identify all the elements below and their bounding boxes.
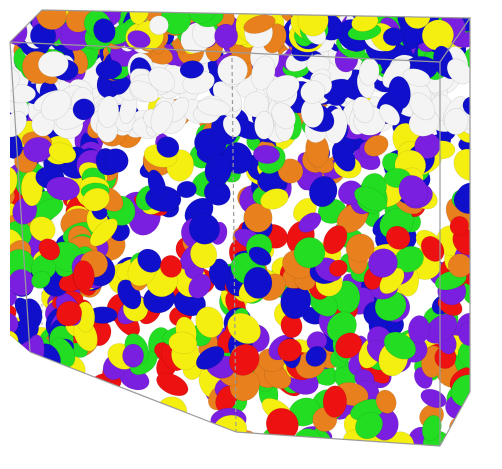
- particle: [188, 273, 212, 299]
- particle: [156, 372, 189, 397]
- particle: [188, 213, 221, 245]
- particle: [293, 237, 326, 269]
- particle: [382, 27, 405, 47]
- particle: [305, 345, 327, 367]
- particle: [159, 255, 183, 278]
- particle: [450, 374, 470, 408]
- particle: [355, 411, 383, 440]
- particle: [195, 306, 224, 338]
- particle: [73, 260, 95, 292]
- particle: [264, 365, 292, 389]
- particle: [458, 321, 470, 347]
- particle: [323, 225, 348, 255]
- particle: [243, 266, 273, 299]
- particle: [449, 216, 469, 236]
- particle: [137, 248, 162, 273]
- particle: [56, 300, 83, 327]
- particle: [298, 212, 322, 233]
- particle: [89, 218, 118, 247]
- particle: [38, 238, 61, 261]
- particle: [10, 287, 17, 309]
- particle: [368, 248, 398, 278]
- particle: [122, 343, 145, 368]
- particle: [424, 313, 458, 344]
- particle: [385, 225, 411, 250]
- particle: [147, 169, 167, 200]
- particle: [383, 331, 417, 360]
- particle: [227, 312, 261, 345]
- particle: [456, 182, 470, 208]
- particle: [254, 110, 275, 140]
- particle: [243, 202, 273, 233]
- particle: [33, 197, 64, 222]
- particle: [447, 253, 470, 278]
- particle: [29, 216, 56, 242]
- particle: [31, 270, 51, 289]
- particle: [208, 258, 230, 288]
- particle: [248, 246, 272, 266]
- particle: [195, 346, 225, 370]
- particle: [375, 389, 397, 414]
- particle: [335, 332, 363, 359]
- particle: [168, 331, 198, 355]
- particle: [10, 166, 18, 197]
- particle: [10, 312, 19, 336]
- particle: [322, 385, 348, 418]
- particle: [407, 315, 431, 344]
- particle: [328, 259, 348, 277]
- particle: [453, 148, 470, 181]
- particle-field: [10, 10, 470, 446]
- particle: [277, 338, 302, 362]
